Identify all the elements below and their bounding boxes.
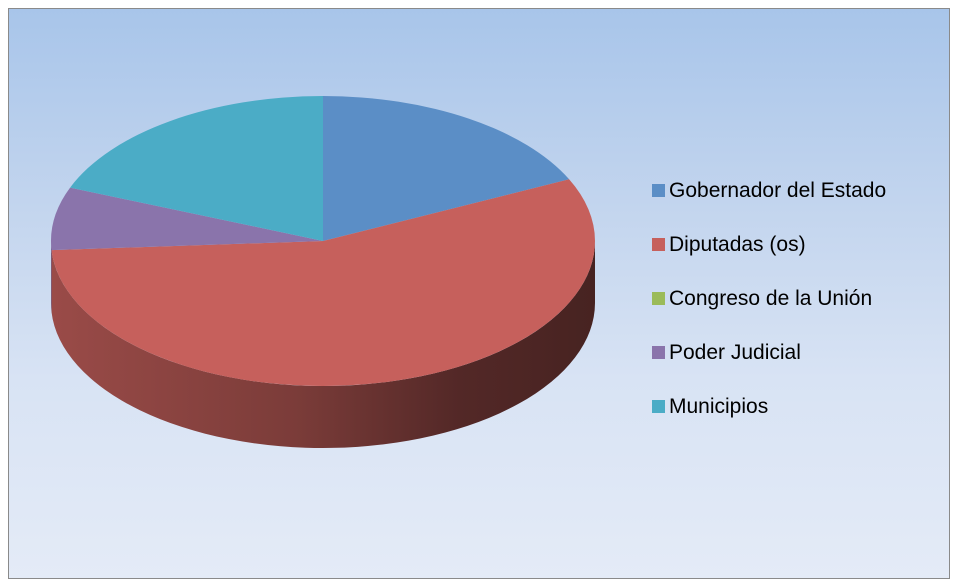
pie-sides [51, 241, 595, 448]
chart-area: Gobernador del Estado Diputadas (os) Con… [8, 8, 950, 579]
legend-swatch-poder-judicial [652, 346, 665, 359]
legend-swatch-congreso [652, 292, 665, 305]
pie-chart [51, 96, 595, 448]
legend-label-diputadas: Diputadas (os) [669, 232, 806, 256]
legend-entry-gobernador: Gobernador del Estado [652, 177, 952, 204]
legend-label-poder-judicial: Poder Judicial [669, 340, 801, 364]
pie-slice-municipios [70, 96, 323, 241]
legend: Gobernador del Estado Diputadas (os) Con… [652, 177, 952, 447]
pie-slice-poder-judicial [51, 187, 323, 251]
legend-entry-diputadas: Diputadas (os) [652, 231, 952, 258]
legend-label-congreso: Congreso de la Unión [669, 286, 873, 310]
legend-swatch-diputadas [652, 238, 665, 251]
legend-swatch-municipios [652, 400, 665, 413]
pie-slice-diputadas [51, 179, 595, 387]
pie-slice-side-poder-judicial [51, 241, 52, 313]
legend-label-gobernador: Gobernador del Estado [669, 178, 887, 202]
pie-slice-side-diputadas [51, 241, 595, 448]
pie-slice-gobernador [323, 96, 570, 241]
pie-top [51, 96, 595, 387]
legend-entry-poder-judicial: Poder Judicial [652, 339, 952, 366]
legend-swatch-gobernador [652, 184, 665, 197]
legend-entry-municipios: Municipios [652, 393, 952, 420]
legend-entry-congreso: Congreso de la Unión [652, 285, 952, 312]
legend-label-municipios: Municipios [669, 394, 769, 418]
